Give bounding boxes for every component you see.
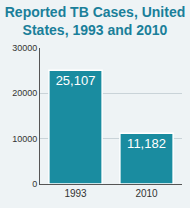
svg-text:2010: 2010: [135, 188, 158, 199]
svg-text:0: 0: [32, 179, 37, 189]
svg-text:10000: 10000: [12, 134, 37, 144]
svg-text:11,182: 11,182: [127, 136, 166, 151]
svg-text:1993: 1993: [64, 188, 87, 199]
svg-text:Reported TB Cases, UnitedState: Reported TB Cases, UnitedStates, 1993 an…: [5, 4, 185, 38]
svg-text:30000: 30000: [12, 43, 37, 53]
svg-text:25,107: 25,107: [56, 73, 96, 88]
svg-text:20000: 20000: [12, 88, 37, 98]
